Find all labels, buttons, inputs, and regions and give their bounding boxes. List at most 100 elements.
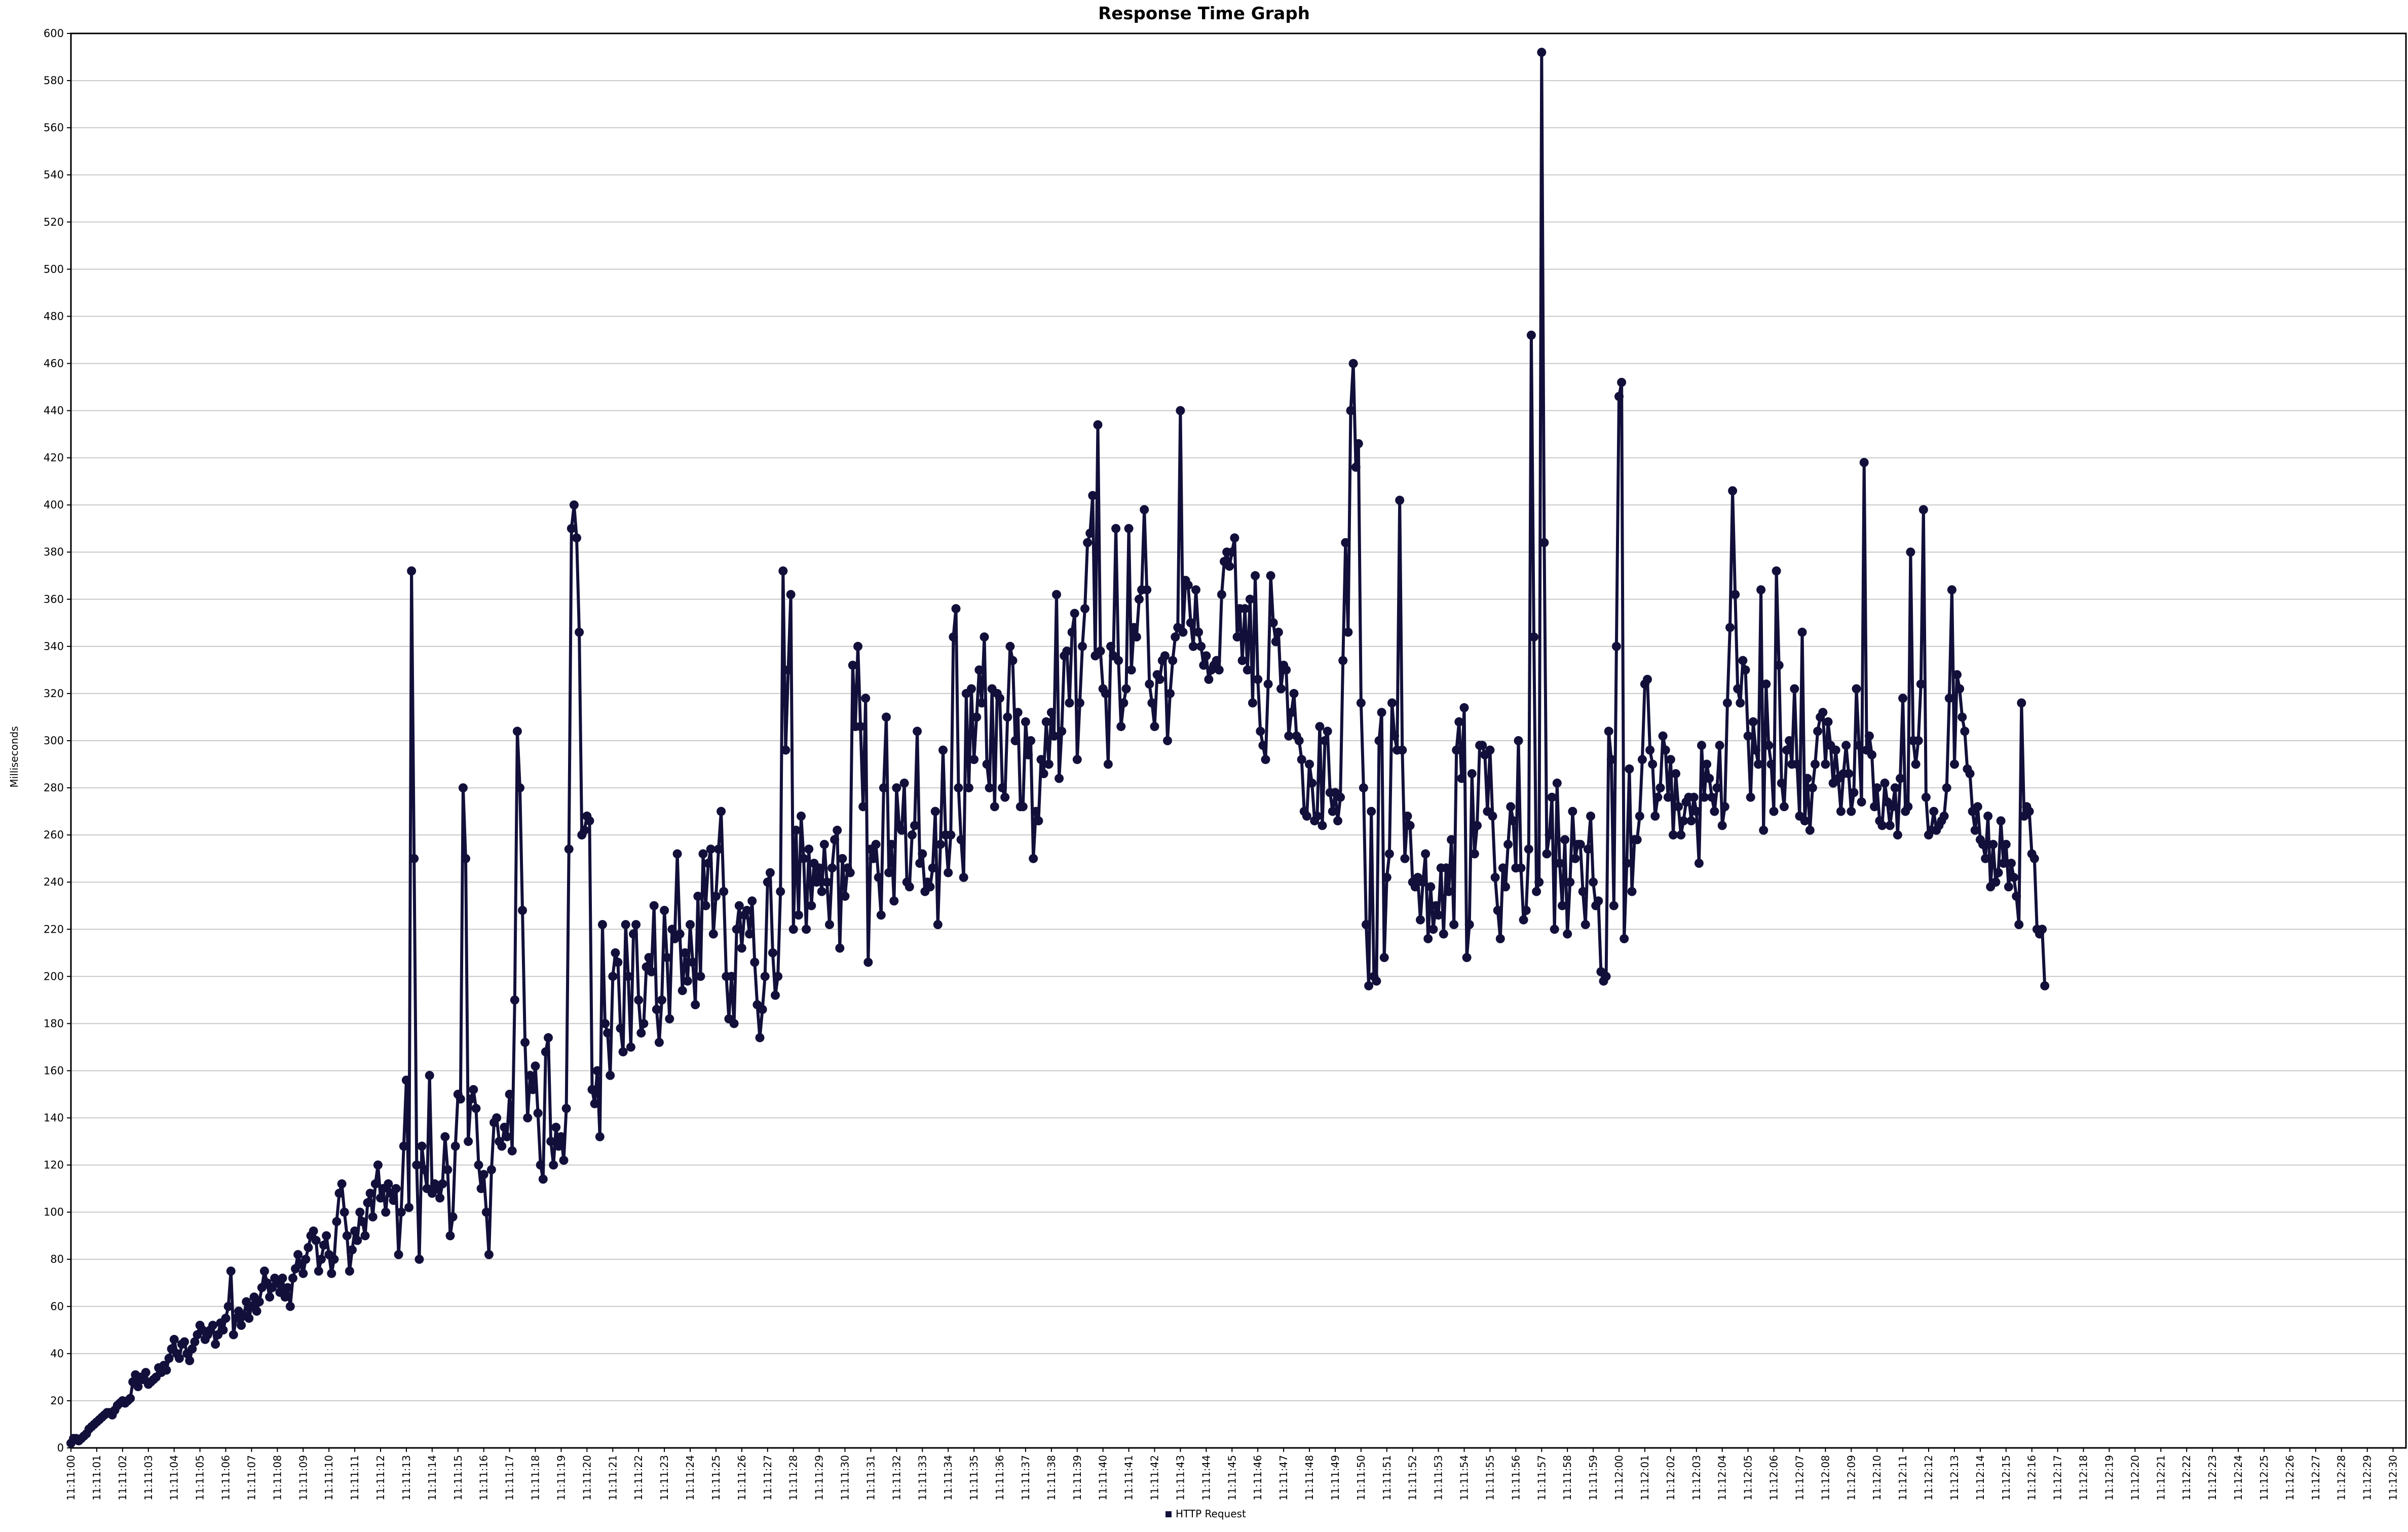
data-point — [288, 1274, 297, 1283]
data-point — [1225, 561, 1234, 571]
data-point — [1434, 910, 1443, 920]
data-point — [765, 868, 775, 877]
data-point — [814, 863, 824, 873]
data-point — [363, 1198, 372, 1208]
data-point — [1950, 759, 1959, 769]
data-point — [956, 835, 966, 845]
data-point — [1075, 698, 1084, 708]
data-point — [1637, 755, 1647, 764]
data-point — [1026, 736, 1036, 745]
data-point — [1284, 731, 1294, 741]
data-point — [1470, 849, 1479, 859]
data-point — [1802, 774, 1812, 783]
x-tick-label: 11:11:37 — [1020, 1455, 1032, 1501]
data-point — [1666, 755, 1675, 764]
data-point — [853, 641, 862, 651]
data-point — [523, 1113, 533, 1123]
data-point — [1782, 745, 1791, 755]
data-point — [481, 1207, 491, 1217]
data-point — [1841, 741, 1851, 750]
data-point — [285, 1301, 295, 1311]
data-point — [969, 755, 979, 764]
data-point — [1261, 755, 1270, 764]
data-point — [1005, 641, 1015, 651]
x-tick-label: 11:11:38 — [1045, 1455, 1058, 1501]
data-point — [1547, 792, 1557, 802]
data-point — [737, 943, 746, 953]
y-tick-label: 380 — [44, 546, 64, 558]
data-point — [1124, 524, 1134, 533]
data-point — [1831, 745, 1840, 755]
data-point — [755, 1033, 765, 1043]
data-point — [1663, 792, 1673, 802]
data-point — [368, 1212, 378, 1221]
data-point — [1622, 859, 1632, 868]
series-layer — [66, 48, 2050, 1448]
data-point — [1686, 816, 1696, 826]
data-point — [1132, 632, 1141, 642]
data-point — [1620, 934, 1629, 943]
data-point — [1645, 745, 1655, 755]
data-point — [332, 1217, 342, 1227]
data-point — [1052, 590, 1061, 599]
data-point — [1857, 797, 1866, 807]
x-tick-label: 11:11:31 — [864, 1455, 877, 1501]
data-point — [1552, 778, 1562, 788]
data-point — [899, 778, 909, 788]
data-point — [1558, 901, 1567, 910]
data-point — [327, 1269, 336, 1278]
x-tick-label: 11:11:55 — [1484, 1455, 1496, 1501]
data-point — [1067, 627, 1077, 637]
legend: HTTP Request — [1165, 1508, 1246, 1520]
data-point — [174, 1354, 184, 1363]
data-point — [1428, 925, 1438, 934]
x-tick-label: 11:11:24 — [684, 1455, 696, 1501]
data-point — [1999, 859, 2008, 868]
data-point — [703, 859, 713, 868]
data-point — [1952, 670, 1962, 679]
data-point — [1581, 920, 1590, 929]
data-point — [1024, 750, 1033, 759]
data-point — [1230, 533, 1239, 543]
data-point — [1029, 854, 1038, 863]
data-point — [879, 783, 888, 793]
x-tick-label: 11:11:23 — [658, 1455, 670, 1501]
data-point — [1785, 736, 1794, 745]
data-point — [381, 1207, 391, 1217]
data-point — [1101, 688, 1110, 698]
data-point — [1823, 717, 1833, 726]
data-point — [1251, 571, 1260, 581]
data-point — [1266, 571, 1275, 581]
x-tick-label: 11:11:10 — [323, 1455, 335, 1501]
x-tick-label: 11:11:28 — [787, 1455, 800, 1501]
data-point — [169, 1334, 179, 1344]
data-point — [311, 1236, 321, 1245]
data-point — [1163, 736, 1172, 745]
data-point — [1589, 877, 1598, 887]
y-tick-label: 100 — [44, 1206, 64, 1218]
data-point — [486, 1165, 496, 1174]
data-point — [1604, 726, 1613, 736]
data-point — [1526, 330, 1536, 340]
data-point — [126, 1394, 135, 1403]
data-point — [541, 1047, 550, 1057]
x-tick-label: 11:12:23 — [2206, 1455, 2218, 1501]
data-point — [1160, 651, 1170, 661]
y-tick-label: 420 — [44, 452, 64, 464]
data-point — [1539, 538, 1549, 548]
data-point — [634, 995, 644, 1005]
data-point — [1338, 656, 1348, 665]
data-point — [259, 1267, 269, 1276]
data-point — [606, 1070, 615, 1080]
data-point — [1702, 759, 1712, 769]
data-point — [1983, 811, 1993, 821]
data-point — [1973, 802, 1982, 812]
data-point — [649, 901, 659, 910]
x-tick-label: 11:11:49 — [1329, 1455, 1341, 1501]
data-point — [469, 1085, 478, 1094]
data-point — [1416, 915, 1425, 925]
y-axis-ticks: 0 20 40 60 80 100 120 140 160 180 200 220 240 260 280 3… — [44, 27, 71, 1454]
data-point — [1168, 656, 1178, 665]
data-point — [1478, 741, 1487, 750]
data-point — [1036, 755, 1046, 764]
